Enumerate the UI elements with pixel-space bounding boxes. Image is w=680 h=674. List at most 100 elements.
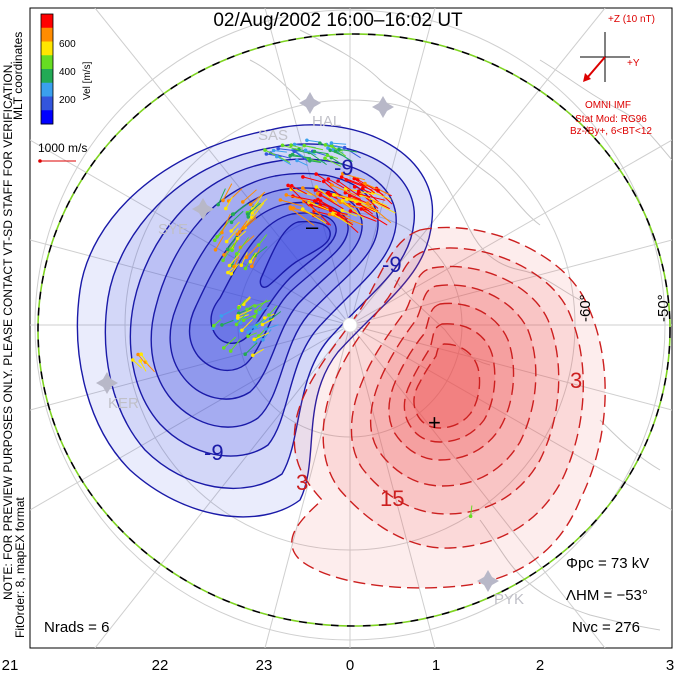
station-marker-sye <box>192 198 214 220</box>
velocity-vector <box>308 201 337 214</box>
velocity-vector <box>290 144 303 149</box>
velocity-vector-origin <box>278 198 283 202</box>
velocity-vector <box>247 321 259 333</box>
velocity-vector <box>254 246 268 256</box>
velocity-vector <box>364 183 390 195</box>
velocity-vector-origin <box>228 349 233 353</box>
velocity-vector <box>286 194 315 204</box>
velocity-vector <box>252 192 265 210</box>
velocity-vector <box>345 192 362 200</box>
scale-swatch <box>41 14 53 29</box>
velocity-vector-origin <box>352 176 357 181</box>
velocity-vector-origin <box>261 338 265 342</box>
velocity-vector <box>354 178 375 194</box>
stat-n-vc: Nvc = 276 <box>572 619 640 636</box>
velocity-vector <box>236 220 248 235</box>
velocity-vector-origin <box>213 238 217 242</box>
velocity-vector-origin <box>224 206 228 211</box>
velocity-vector-origin <box>212 323 216 328</box>
velocity-vector-origin <box>339 175 344 179</box>
velocity-vector-origin <box>312 149 317 154</box>
velocity-vector-origin <box>327 212 332 217</box>
velocity-vector-origin <box>318 199 323 203</box>
velocity-vector <box>246 245 259 258</box>
velocity-vector-origin <box>305 138 309 143</box>
scale-swatch <box>41 110 53 125</box>
velocity-vector-origin <box>314 172 319 176</box>
velocity-vector <box>258 234 268 246</box>
velocity-vector-origin <box>275 154 279 159</box>
velocity-vector <box>242 189 257 203</box>
velocity-vector-origin <box>246 330 250 335</box>
velocity-vector <box>276 156 292 166</box>
velocity-vector-origin <box>280 143 285 148</box>
velocity-vector <box>241 318 253 331</box>
velocity-vector <box>354 186 374 194</box>
velocity-vector-origin <box>225 247 230 252</box>
velocity-vector <box>277 155 291 164</box>
coastlines <box>249 29 672 631</box>
velocity-vector-origin <box>245 212 250 216</box>
velocity-vector-origin <box>341 171 345 176</box>
velocity-vector <box>331 142 347 145</box>
neg-contour-8 <box>259 220 331 288</box>
imf-z-label: +Z (10 nT) <box>608 14 655 25</box>
velocity-vector-origin <box>291 206 296 210</box>
velocity-vector <box>139 360 147 372</box>
velocity-vector-origin <box>347 193 352 198</box>
velocity-vector <box>221 213 231 233</box>
velocity-vector-origin <box>276 146 281 151</box>
velocity-vector-origin <box>253 325 257 330</box>
velocity-vector <box>326 144 344 149</box>
scale-tick-600: 600 <box>59 39 76 50</box>
velocity-vector <box>232 204 247 215</box>
mlt-label-1: 1 <box>432 657 440 674</box>
velocity-vector-origin <box>323 156 327 161</box>
velocity-vector-origin <box>241 318 246 323</box>
velocity-vector-origin <box>331 211 335 216</box>
velocity-vector-origin <box>326 146 330 150</box>
velocity-vector <box>280 199 304 207</box>
mlt-label-2: 2 <box>536 657 544 674</box>
velocity-vector-origin <box>131 358 135 362</box>
velocity-vector <box>242 215 257 229</box>
cell-min-marker: – <box>306 214 319 239</box>
velocity-vector <box>305 149 317 156</box>
velocity-vector-origin <box>318 193 323 197</box>
velocity-vector-origin <box>352 184 357 189</box>
negative-cell <box>76 124 434 518</box>
velocity-vector-origin <box>328 148 333 153</box>
velocity-vector-origin <box>224 239 229 244</box>
contour-label-pos-inner: 15 <box>380 486 404 511</box>
velocity-vector-origin <box>292 142 297 147</box>
velocity-vector-origin <box>239 263 244 268</box>
velocity-vector-origin <box>314 185 319 189</box>
velocity-vector-origin <box>290 152 295 157</box>
velocity-vector <box>327 154 339 159</box>
velocity-vector <box>238 307 253 314</box>
station-marker-hal <box>372 96 394 118</box>
velocity-vector-origin <box>288 206 293 211</box>
velocity-vector-origin <box>216 202 220 207</box>
velocity-vector <box>270 311 282 320</box>
velocity-vector-origin <box>302 143 307 148</box>
velocity-vector-origin <box>222 346 226 350</box>
velocity-vector <box>247 202 261 215</box>
velocity-vector-origin <box>342 145 347 150</box>
velocity-vector-origin <box>308 159 312 163</box>
velocity-vector <box>342 209 358 217</box>
pos-contour-6 <box>403 323 496 443</box>
velocity-vector-origin <box>243 266 248 271</box>
neg-contour-2 <box>104 143 415 490</box>
velocity-vector <box>308 151 327 166</box>
contour-label-pos-left: 3 <box>296 470 308 495</box>
velocity-vector-origin <box>221 198 225 203</box>
velocity-vector <box>360 208 388 226</box>
velocity-vector-origin <box>340 208 345 212</box>
velocity-vector <box>333 194 359 202</box>
velocity-vector-origin <box>289 184 294 188</box>
velocity-vector <box>236 312 247 325</box>
velocity-vector-origin <box>376 189 380 193</box>
velocity-vector-origin <box>227 263 232 268</box>
